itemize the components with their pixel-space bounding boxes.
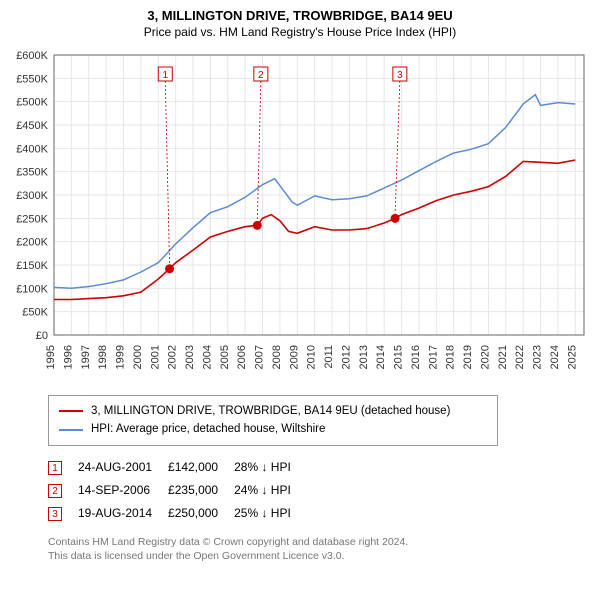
table-row: 1 24-AUG-2001£142,00028% ↓ HPI <box>48 456 307 479</box>
price-chart: £0 £50K £100K £150K £200K £250K £300K £350K £400… <box>8 47 592 387</box>
svg-text:2016: 2016 <box>410 345 422 369</box>
svg-text:£300K: £300K <box>16 190 48 202</box>
table-row: 3 19-AUG-2014£250,00025% ↓ HPI <box>48 502 307 525</box>
sales-table: 1 24-AUG-2001£142,00028% ↓ HPI 2 14-SEP-200… <box>48 456 307 525</box>
svg-text:£200K: £200K <box>16 237 48 249</box>
svg-text:2014: 2014 <box>375 345 387 369</box>
svg-text:3: 3 <box>397 70 403 81</box>
svg-text:£500K: £500K <box>16 97 48 109</box>
svg-text:2021: 2021 <box>497 345 509 369</box>
svg-text:£400K: £400K <box>16 143 48 155</box>
sale-vs-hpi: 24% ↓ HPI <box>234 479 307 502</box>
svg-text:£100K: £100K <box>16 283 48 295</box>
svg-text:£550K: £550K <box>16 73 48 85</box>
sale-price: £235,000 <box>168 479 234 502</box>
svg-text:2019: 2019 <box>462 345 474 369</box>
svg-text:2006: 2006 <box>236 345 248 369</box>
svg-text:2: 2 <box>258 70 264 81</box>
svg-text:1997: 1997 <box>80 345 92 369</box>
svg-text:2024: 2024 <box>549 345 561 369</box>
sale-dot-3 <box>391 214 400 223</box>
svg-text:1998: 1998 <box>97 345 109 369</box>
svg-text:£600K: £600K <box>16 50 48 62</box>
svg-text:£50K: £50K <box>22 307 48 319</box>
legend-item: HPI: Average price, detached house, Wilt… <box>59 420 487 438</box>
svg-text:1999: 1999 <box>115 345 127 369</box>
svg-text:1995: 1995 <box>45 345 57 369</box>
svg-text:2013: 2013 <box>358 345 370 369</box>
sale-vs-hpi: 28% ↓ HPI <box>234 456 307 479</box>
svg-text:2001: 2001 <box>149 345 161 369</box>
svg-text:£150K: £150K <box>16 260 48 272</box>
sale-dot-2 <box>253 221 262 230</box>
svg-text:£350K: £350K <box>16 167 48 179</box>
legend-swatch <box>59 410 83 412</box>
svg-text:2007: 2007 <box>254 345 266 369</box>
chart-title: 3, MILLINGTON DRIVE, TROWBRIDGE, BA14 9E… <box>8 8 592 23</box>
svg-text:£0: £0 <box>36 330 48 342</box>
svg-text:2003: 2003 <box>184 345 196 369</box>
legend-item: 3, MILLINGTON DRIVE, TROWBRIDGE, BA14 9E… <box>59 402 487 420</box>
sale-vs-hpi: 25% ↓ HPI <box>234 502 307 525</box>
chart-container: £0 £50K £100K £150K £200K £250K £300K £350K £400… <box>8 47 592 387</box>
sale-marker-box: 1 <box>48 461 62 475</box>
legend: 3, MILLINGTON DRIVE, TROWBRIDGE, BA14 9E… <box>48 395 498 446</box>
legend-label: 3, MILLINGTON DRIVE, TROWBRIDGE, BA14 9E… <box>91 402 450 420</box>
footer-line: Contains HM Land Registry data © Crown c… <box>48 535 592 550</box>
svg-text:1: 1 <box>162 70 168 81</box>
svg-text:1996: 1996 <box>62 345 74 369</box>
svg-text:2010: 2010 <box>306 345 318 369</box>
svg-text:2023: 2023 <box>532 345 544 369</box>
svg-text:2002: 2002 <box>167 345 179 369</box>
legend-label: HPI: Average price, detached house, Wilt… <box>91 420 325 438</box>
svg-text:2005: 2005 <box>219 345 231 369</box>
svg-text:2000: 2000 <box>132 345 144 369</box>
svg-text:£450K: £450K <box>16 120 48 132</box>
svg-text:2012: 2012 <box>340 345 352 369</box>
sale-dot-1 <box>165 264 174 273</box>
svg-text:2018: 2018 <box>445 345 457 369</box>
attribution-footer: Contains HM Land Registry data © Crown c… <box>48 535 592 564</box>
svg-text:£250K: £250K <box>16 213 48 225</box>
table-row: 2 14-SEP-2006£235,00024% ↓ HPI <box>48 479 307 502</box>
sale-date: 24-AUG-2001 <box>78 456 168 479</box>
chart-subtitle: Price paid vs. HM Land Registry's House … <box>8 25 592 39</box>
svg-text:2004: 2004 <box>201 345 213 369</box>
footer-line: This data is licensed under the Open Gov… <box>48 549 592 564</box>
sale-price: £250,000 <box>168 502 234 525</box>
svg-text:2020: 2020 <box>479 345 491 369</box>
sale-date: 19-AUG-2014 <box>78 502 168 525</box>
legend-swatch <box>59 429 83 431</box>
sale-date: 14-SEP-2006 <box>78 479 168 502</box>
sale-marker-box: 3 <box>48 507 62 521</box>
sale-price: £142,000 <box>168 456 234 479</box>
sale-marker-box: 2 <box>48 484 62 498</box>
svg-text:2017: 2017 <box>427 345 439 369</box>
svg-text:2022: 2022 <box>514 345 526 369</box>
svg-text:2025: 2025 <box>566 345 578 369</box>
svg-text:2011: 2011 <box>323 345 335 369</box>
svg-text:2015: 2015 <box>393 345 405 369</box>
svg-text:2009: 2009 <box>288 345 300 369</box>
svg-text:2008: 2008 <box>271 345 283 369</box>
